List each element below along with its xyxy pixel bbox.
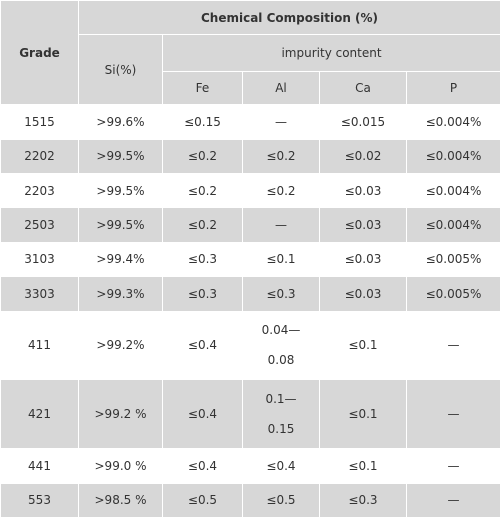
p-header: P bbox=[405, 70, 500, 106]
al-cell: — bbox=[242, 207, 320, 243]
fe-cell: ≤0.15 bbox=[162, 104, 243, 140]
fe-cell: ≤0.2 bbox=[162, 138, 243, 174]
grade-cell: 1515 bbox=[0, 104, 79, 140]
si-cell: >99.6% bbox=[78, 104, 163, 140]
grade-cell: 2203 bbox=[0, 172, 79, 209]
impurity-content-header: impurity content bbox=[161, 34, 500, 72]
ca-cell: ≤0.3 bbox=[319, 482, 407, 518]
al-cell: ≤0.2 bbox=[242, 138, 320, 174]
fe-cell: ≤0.3 bbox=[162, 241, 243, 278]
table-row: 553 >98.5 % ≤0.5 ≤0.5 ≤0.3 — bbox=[0, 482, 500, 518]
si-cell: >99.2 % bbox=[78, 379, 163, 450]
si-cell: >99.5% bbox=[78, 138, 163, 174]
p-cell: — bbox=[405, 482, 500, 518]
grade-cell: 411 bbox=[0, 310, 79, 381]
fe-header: Fe bbox=[162, 70, 243, 106]
al-cell: ≤0.1 bbox=[242, 241, 320, 278]
ca-cell: ≤0.03 bbox=[319, 207, 407, 243]
fe-cell: ≤0.4 bbox=[162, 310, 243, 381]
grade-cell: 3303 bbox=[0, 276, 79, 312]
ca-cell: ≤0.1 bbox=[319, 310, 407, 381]
si-cell: >99.2% bbox=[78, 310, 163, 381]
ca-header: Ca bbox=[319, 70, 407, 106]
al-cell: 0.04— 0.08 bbox=[242, 310, 320, 381]
grade-cell: 2202 bbox=[0, 138, 79, 174]
fe-cell: ≤0.2 bbox=[162, 207, 243, 243]
al-range-start: 0.1— bbox=[265, 392, 297, 407]
si-cell: >99.5% bbox=[78, 207, 163, 243]
ca-cell: ≤0.03 bbox=[319, 241, 407, 278]
grade-cell: 3103 bbox=[0, 241, 79, 278]
fe-cell: ≤0.4 bbox=[162, 448, 243, 484]
table-row: 2503 >99.5% ≤0.2 — ≤0.03 ≤0.004% bbox=[0, 207, 500, 243]
table-row: 421 >99.2 % ≤0.4 0.1— 0.15 ≤0.1 — bbox=[0, 379, 500, 450]
ca-cell: ≤0.03 bbox=[319, 172, 407, 209]
si-header: Si(%) bbox=[78, 34, 163, 106]
p-cell: — bbox=[405, 379, 500, 450]
si-cell: >99.3% bbox=[78, 276, 163, 312]
al-cell: ≤0.4 bbox=[242, 448, 320, 484]
fe-cell: ≤0.2 bbox=[162, 172, 243, 209]
grade-cell: 2503 bbox=[0, 207, 79, 243]
p-cell: — bbox=[405, 310, 500, 381]
table-row: 411 >99.2% ≤0.4 0.04— 0.08 ≤0.1 — bbox=[0, 310, 500, 381]
fe-cell: ≤0.3 bbox=[162, 276, 243, 312]
fe-cell: ≤0.4 bbox=[162, 379, 243, 450]
table-row: 3303 >99.3% ≤0.3 ≤0.3 ≤0.03 ≤0.005% bbox=[0, 276, 500, 312]
ca-cell: ≤0.015 bbox=[319, 104, 407, 140]
table-row: 441 >99.0 % ≤0.4 ≤0.4 ≤0.1 — bbox=[0, 448, 500, 484]
al-range-end: 0.15 bbox=[267, 422, 295, 437]
al-cell: 0.1— 0.15 bbox=[242, 379, 320, 450]
p-cell: ≤0.004% bbox=[405, 172, 500, 209]
table-row: 2203 >99.5% ≤0.2 ≤0.2 ≤0.03 ≤0.004% bbox=[0, 172, 500, 209]
p-cell: ≤0.004% bbox=[405, 138, 500, 174]
ca-cell: ≤0.1 bbox=[319, 448, 407, 484]
p-cell: ≤0.004% bbox=[405, 207, 500, 243]
si-cell: >99.0 % bbox=[78, 448, 163, 484]
grade-cell: 553 bbox=[0, 482, 79, 518]
si-cell: >98.5 % bbox=[78, 482, 163, 518]
table-row: 3103 >99.4% ≤0.3 ≤0.1 ≤0.03 ≤0.005% bbox=[0, 241, 500, 278]
fe-cell: ≤0.5 bbox=[162, 482, 243, 518]
chemical-composition-header: Chemical Composition (%) bbox=[77, 0, 500, 36]
al-cell: ≤0.2 bbox=[242, 172, 320, 209]
p-cell: ≤0.005% bbox=[405, 276, 500, 312]
p-cell: ≤0.005% bbox=[405, 241, 500, 278]
al-cell: ≤0.3 bbox=[242, 276, 320, 312]
al-header: Al bbox=[242, 70, 320, 106]
table-row: 1515 >99.6% ≤0.15 — ≤0.015 ≤0.004% bbox=[0, 104, 500, 140]
ca-cell: ≤0.03 bbox=[319, 276, 407, 312]
ca-cell: ≤0.1 bbox=[319, 379, 407, 450]
si-cell: >99.4% bbox=[78, 241, 163, 278]
grade-cell: 421 bbox=[0, 379, 79, 450]
table-row: 2202 >99.5% ≤0.2 ≤0.2 ≤0.02 ≤0.004% bbox=[0, 138, 500, 174]
grade-cell: 441 bbox=[0, 448, 79, 484]
al-cell: — bbox=[242, 104, 320, 140]
grade-header: Grade bbox=[0, 0, 79, 106]
p-cell: ≤0.004% bbox=[405, 104, 500, 140]
al-range-start: 0.04— bbox=[261, 323, 301, 338]
al-cell: ≤0.5 bbox=[242, 482, 320, 518]
ca-cell: ≤0.02 bbox=[319, 138, 407, 174]
al-range-end: 0.08 bbox=[267, 353, 295, 368]
p-cell: — bbox=[405, 448, 500, 484]
si-cell: >99.5% bbox=[78, 172, 163, 209]
